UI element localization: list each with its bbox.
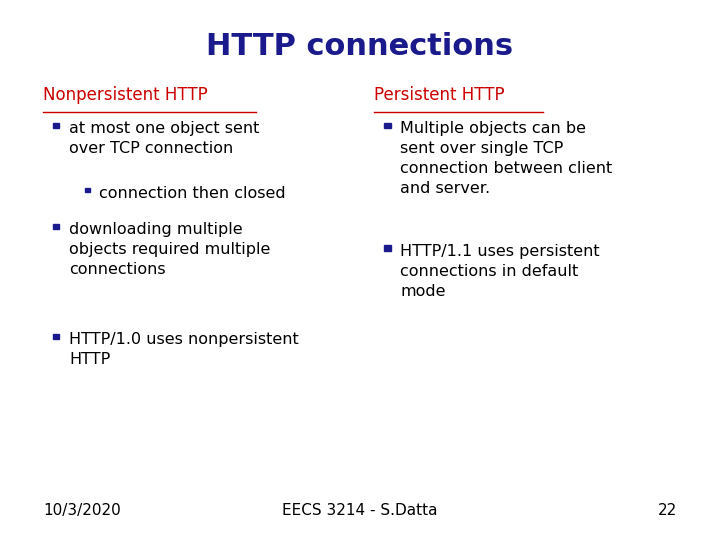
Text: HTTP/1.0 uses nonpersistent
HTTP: HTTP/1.0 uses nonpersistent HTTP	[69, 332, 299, 367]
Text: Nonpersistent HTTP: Nonpersistent HTTP	[43, 86, 208, 104]
Bar	[53, 224, 59, 229]
Text: Persistent HTTP: Persistent HTTP	[374, 86, 505, 104]
Text: downloading multiple
objects required multiple
connections: downloading multiple objects required mu…	[69, 222, 271, 277]
Text: 22: 22	[657, 503, 677, 518]
Text: EECS 3214 - S.Datta: EECS 3214 - S.Datta	[282, 503, 438, 518]
Text: connection then closed: connection then closed	[99, 186, 286, 201]
Bar	[384, 246, 391, 251]
Bar	[53, 334, 59, 339]
Bar	[85, 188, 91, 192]
Text: 10/3/2020: 10/3/2020	[43, 503, 121, 518]
Text: HTTP connections: HTTP connections	[207, 32, 513, 62]
Bar	[53, 123, 59, 128]
Text: at most one object sent
over TCP connection: at most one object sent over TCP connect…	[69, 122, 259, 156]
Text: HTTP/1.1 uses persistent
connections in default
mode: HTTP/1.1 uses persistent connections in …	[400, 244, 600, 299]
Bar	[384, 123, 391, 128]
Text: Multiple objects can be
sent over single TCP
connection between client
and serve: Multiple objects can be sent over single…	[400, 122, 613, 196]
